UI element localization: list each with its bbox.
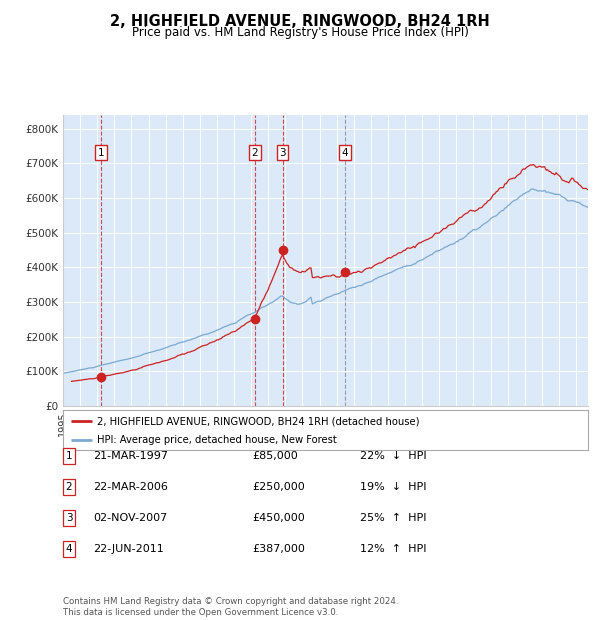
Text: 2: 2	[65, 482, 73, 492]
Text: 21-MAR-1997: 21-MAR-1997	[93, 451, 168, 461]
Text: 2, HIGHFIELD AVENUE, RINGWOOD, BH24 1RH (detached house): 2, HIGHFIELD AVENUE, RINGWOOD, BH24 1RH …	[97, 417, 419, 427]
Text: 3: 3	[65, 513, 73, 523]
Text: £85,000: £85,000	[252, 451, 298, 461]
Text: 1: 1	[98, 148, 104, 158]
Text: £387,000: £387,000	[252, 544, 305, 554]
Text: Price paid vs. HM Land Registry's House Price Index (HPI): Price paid vs. HM Land Registry's House …	[131, 26, 469, 39]
Text: 22%  ↓  HPI: 22% ↓ HPI	[360, 451, 427, 461]
Text: 25%  ↑  HPI: 25% ↑ HPI	[360, 513, 427, 523]
Text: 19%  ↓  HPI: 19% ↓ HPI	[360, 482, 427, 492]
Text: 4: 4	[65, 544, 73, 554]
Text: Contains HM Land Registry data © Crown copyright and database right 2024.
This d: Contains HM Land Registry data © Crown c…	[63, 598, 398, 617]
Text: 2, HIGHFIELD AVENUE, RINGWOOD, BH24 1RH: 2, HIGHFIELD AVENUE, RINGWOOD, BH24 1RH	[110, 14, 490, 29]
Text: 12%  ↑  HPI: 12% ↑ HPI	[360, 544, 427, 554]
Text: 22-MAR-2006: 22-MAR-2006	[93, 482, 168, 492]
Text: 02-NOV-2007: 02-NOV-2007	[93, 513, 167, 523]
Text: £450,000: £450,000	[252, 513, 305, 523]
Text: 4: 4	[341, 148, 348, 158]
Text: 2: 2	[251, 148, 258, 158]
Text: £250,000: £250,000	[252, 482, 305, 492]
Text: 22-JUN-2011: 22-JUN-2011	[93, 544, 164, 554]
Text: 3: 3	[279, 148, 286, 158]
Text: HPI: Average price, detached house, New Forest: HPI: Average price, detached house, New …	[97, 435, 337, 445]
Text: 1: 1	[65, 451, 73, 461]
